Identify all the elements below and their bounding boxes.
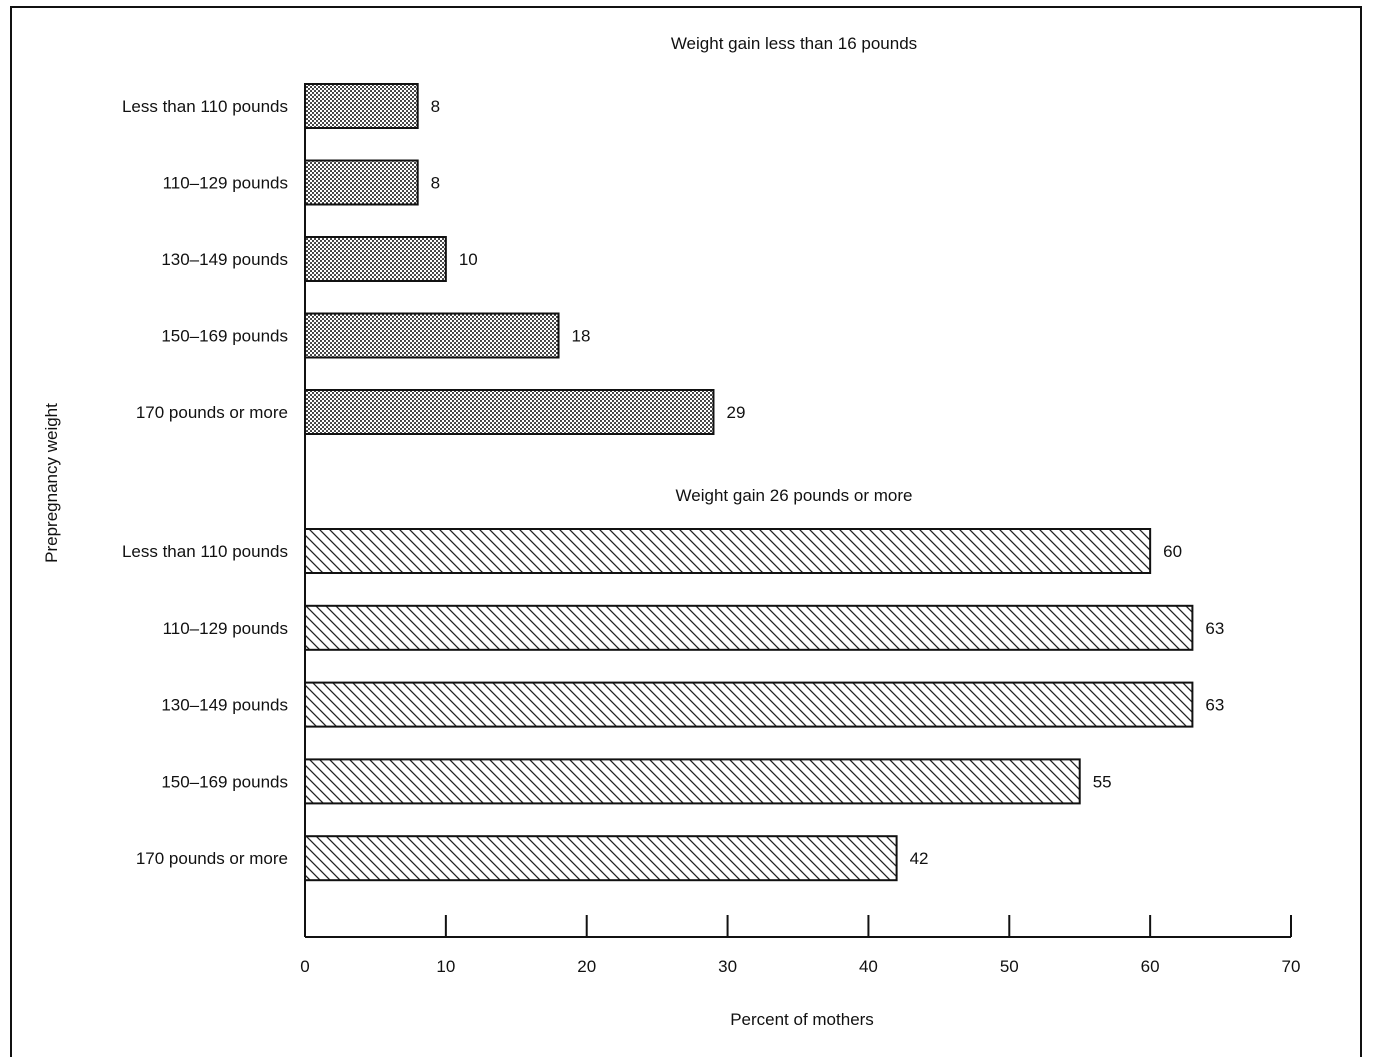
x-tick-label: 60: [1141, 957, 1160, 976]
bar: [304, 681, 1194, 728]
bar: [304, 312, 560, 359]
x-tick-label: 0: [300, 957, 309, 976]
category-label: 170 pounds or more: [136, 849, 288, 868]
chart-frame: [10, 6, 1362, 1057]
x-tick-label: 40: [859, 957, 878, 976]
category-label: 110–129 pounds: [163, 174, 288, 193]
x-tick-label: 30: [718, 957, 737, 976]
bar: [304, 159, 419, 206]
data-label: 60: [1163, 542, 1182, 561]
data-label: 63: [1205, 696, 1224, 715]
data-label: 8: [431, 174, 440, 193]
category-label: Less than 110 pounds: [122, 97, 288, 116]
category-label: 170 pounds or more: [136, 403, 288, 422]
data-label: 18: [572, 327, 591, 346]
series-title: Weight gain less than 16 pounds: [671, 34, 917, 53]
category-label: 110–129 pounds: [163, 619, 288, 638]
bar: [304, 835, 898, 882]
bar: [304, 758, 1081, 805]
x-tick-label: 20: [577, 957, 596, 976]
data-label: 63: [1205, 619, 1224, 638]
bar: [304, 528, 1152, 574]
category-label: Less than 110 pounds: [122, 542, 288, 561]
y-axis-label: Prepregnancy weight: [42, 403, 61, 563]
x-tick-label: 50: [1000, 957, 1019, 976]
data-label: 29: [726, 403, 745, 422]
data-label: 10: [459, 250, 478, 269]
bar: [304, 236, 447, 282]
bar: [304, 83, 419, 129]
category-label: 150–169 pounds: [161, 327, 288, 346]
x-tick-label: 10: [436, 957, 455, 976]
category-label: 130–149 pounds: [161, 250, 288, 269]
x-axis-label: Percent of mothers: [730, 1010, 874, 1029]
data-label: 8: [431, 97, 440, 116]
x-tick-label: 70: [1282, 957, 1301, 976]
data-label: 42: [910, 849, 929, 868]
bar: [304, 604, 1194, 651]
category-label: 130–149 pounds: [161, 696, 288, 715]
series-title: Weight gain 26 pounds or more: [676, 486, 913, 505]
bar: [304, 389, 715, 435]
data-label: 55: [1093, 772, 1112, 791]
category-label: 150–169 pounds: [161, 772, 288, 791]
